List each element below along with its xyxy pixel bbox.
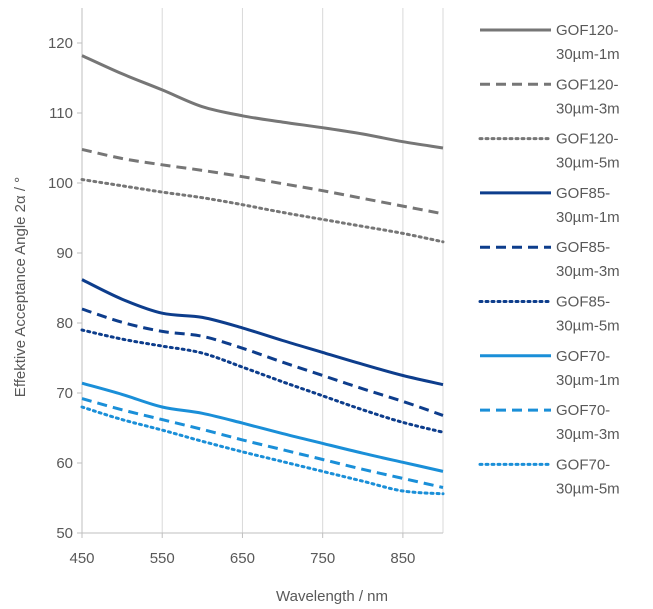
- legend-item: GOF120- 30µm-5m: [478, 131, 620, 172]
- axes: [81, 8, 443, 534]
- y-tick-label: 60: [56, 455, 73, 472]
- series-line-5: [81, 307, 444, 417]
- x-axis-title: Wavelength / nm: [276, 588, 388, 605]
- legend-label: GOF120-: [556, 22, 619, 39]
- x-tick-label: 750: [310, 550, 335, 567]
- y-tick-label: 100: [48, 175, 73, 192]
- y-axis-title: Effektive Acceptance Angle 2α / °: [12, 177, 29, 397]
- y-tick-label: 90: [56, 245, 73, 262]
- y-tick-labels: 50 60 70 80 90 100 110 120: [48, 35, 82, 542]
- series-line-6: [80, 328, 445, 434]
- legend-label: 30µm-5m: [556, 480, 620, 497]
- legend-label: 30µm-3m: [556, 100, 620, 117]
- legend-label: GOF70-: [556, 456, 610, 473]
- legend-label: GOF70-: [556, 402, 610, 419]
- legend-item: GOF70- 30µm-5m: [478, 456, 620, 497]
- legend-item: GOF120- 30µm-1m: [480, 22, 620, 63]
- gridlines: [161, 8, 444, 533]
- x-tick-label: 450: [69, 550, 94, 567]
- legend-label: GOF70-: [556, 348, 610, 365]
- y-tick-label: 120: [48, 35, 73, 52]
- y-tick-label: 80: [56, 315, 73, 332]
- series-line-8: [81, 397, 444, 489]
- legend-item: GOF120- 30µm-3m: [480, 76, 620, 117]
- legend-item: GOF70- 30µm-1m: [480, 348, 620, 389]
- series-line-4: [81, 278, 444, 387]
- legend-item: GOF85- 30µm-1m: [480, 185, 620, 226]
- series-line-3: [80, 178, 445, 244]
- series-line-2: [81, 147, 444, 216]
- legend-label: 30µm-5m: [556, 155, 620, 172]
- legend-label: GOF85-: [556, 185, 610, 202]
- legend-label: GOF120-: [556, 131, 619, 148]
- series-line-1: [81, 54, 444, 150]
- y-tick-label: 110: [49, 105, 73, 122]
- legend-label: 30µm-1m: [556, 209, 620, 226]
- x-tick-label: 850: [390, 550, 415, 567]
- legend-label: 30µm-1m: [556, 46, 620, 63]
- series-line-9: [80, 405, 445, 496]
- legend-item: GOF85- 30µm-5m: [478, 294, 620, 335]
- legend-label: GOF85-: [556, 294, 610, 311]
- legend-label: GOF85-: [556, 239, 610, 256]
- legend-label: 30µm-3m: [556, 426, 620, 443]
- x-tick-label: 650: [230, 550, 255, 567]
- legend-label: GOF120-: [556, 76, 619, 93]
- series-line-7: [81, 381, 444, 473]
- legend-item: GOF85- 30µm-3m: [480, 239, 620, 280]
- legend-label: 30µm-3m: [556, 263, 620, 280]
- x-tick-label: 550: [150, 550, 175, 567]
- legend-label: 30µm-1m: [556, 372, 620, 389]
- plot-area: [80, 54, 445, 496]
- y-tick-label: 50: [56, 525, 73, 542]
- legend: GOF120- 30µm-1m GOF120- 30µm-3m GOF120- 30µm-…: [478, 22, 620, 497]
- y-tick-label: 70: [56, 385, 73, 402]
- legend-label: 30µm-5m: [556, 318, 620, 335]
- x-tick-labels: 450 550 650 750 850: [69, 533, 415, 567]
- legend-item: GOF70- 30µm-3m: [480, 402, 620, 443]
